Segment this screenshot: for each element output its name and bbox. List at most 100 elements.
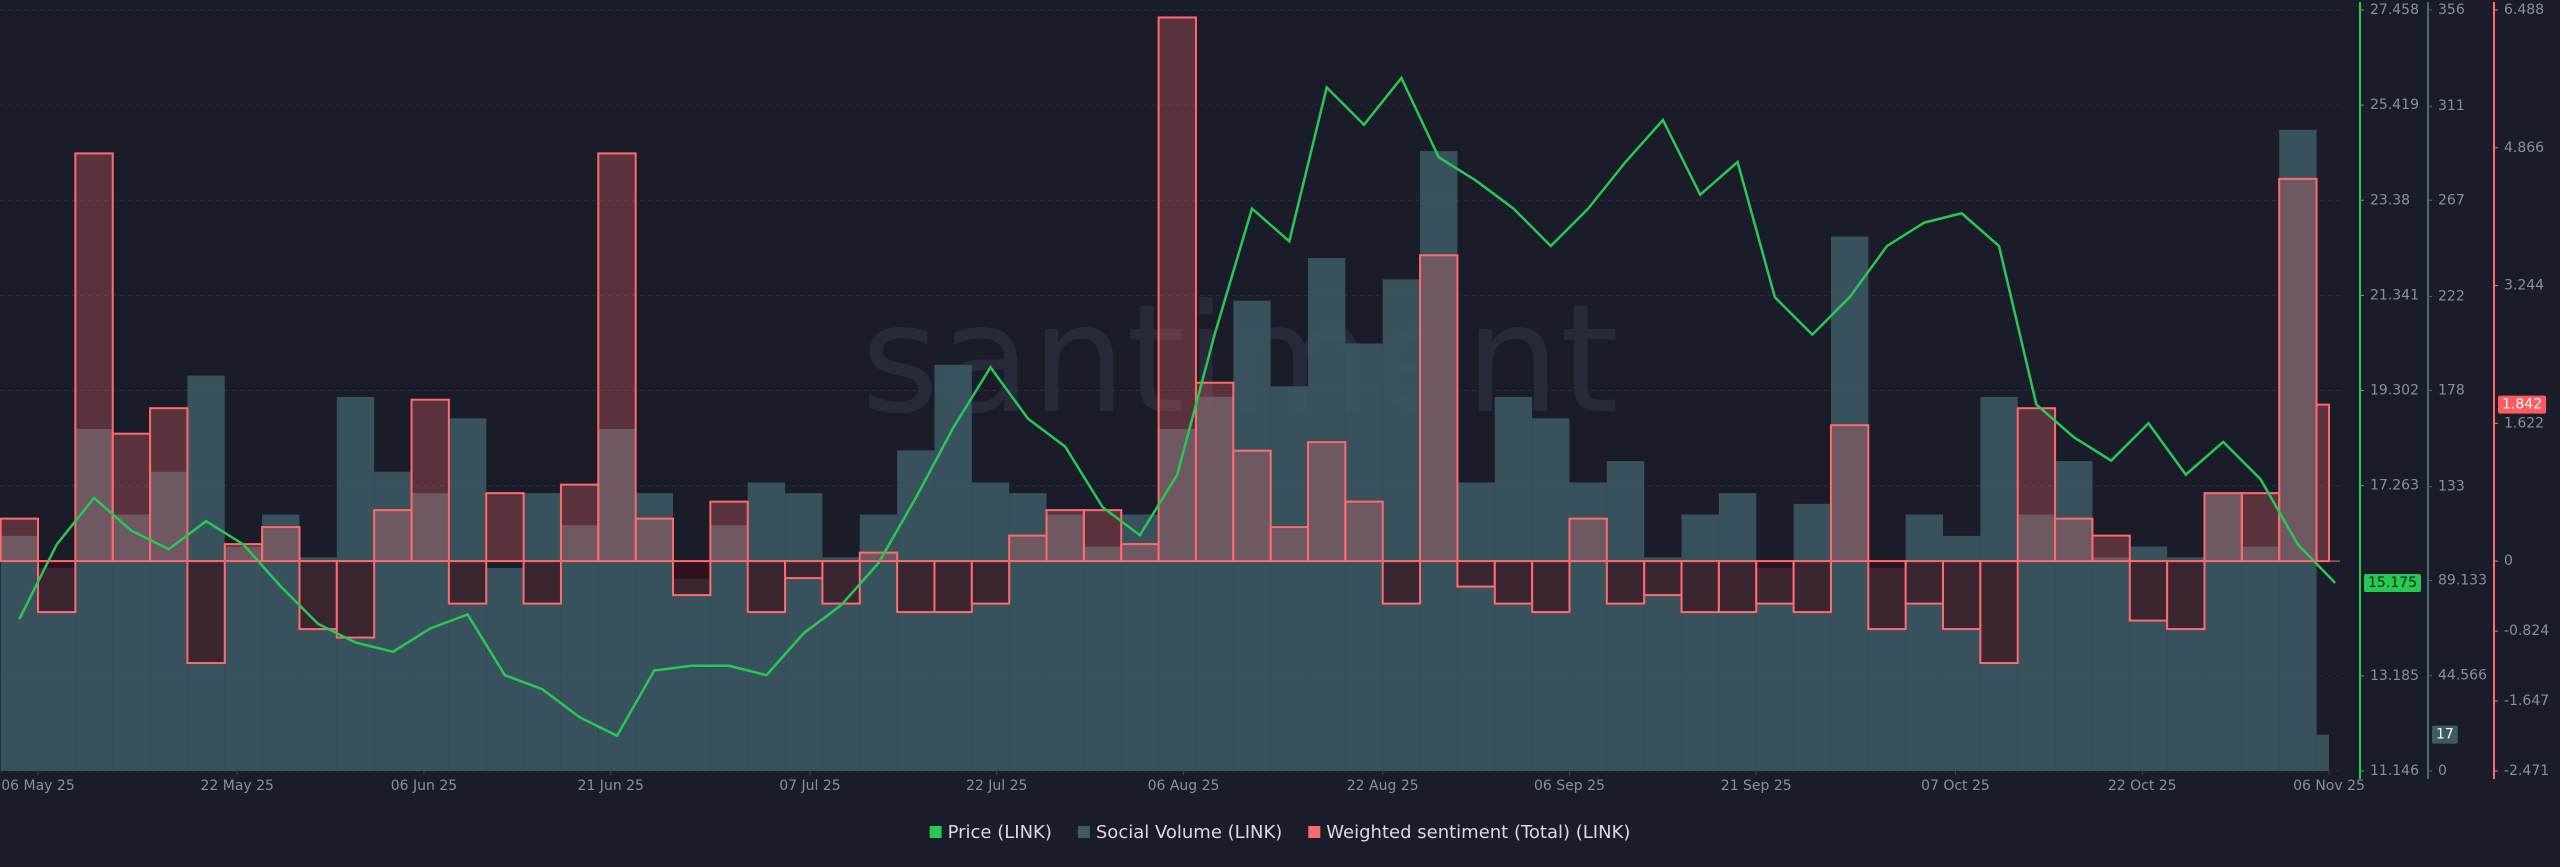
volume-bar xyxy=(971,482,1010,771)
sentiment-bar xyxy=(1419,254,1459,563)
volume-bar xyxy=(1681,514,1719,771)
x-tick-label: 07 Oct 25 xyxy=(1921,778,1990,794)
y-tick-label: 133 xyxy=(2438,479,2465,495)
y-tick-label: 19.302 xyxy=(2370,383,2419,399)
volume-bar xyxy=(1158,428,1196,771)
sentiment-bar xyxy=(447,560,488,605)
y-tick-label: 17.263 xyxy=(2370,478,2419,494)
badge-bg xyxy=(2432,725,2458,744)
volume-bar xyxy=(710,525,748,771)
sentiment-bar xyxy=(1344,500,1384,563)
sentiment-bar xyxy=(1979,560,2019,665)
volume-bar xyxy=(0,535,38,771)
volume-bar xyxy=(1606,461,1645,771)
sentiment-bar xyxy=(0,517,39,563)
volume-bar xyxy=(262,514,300,771)
x-tick-label: 06 May 25 xyxy=(1,778,74,794)
sentiment-bar xyxy=(2054,517,2094,563)
x-tick-label: 06 Jun 25 xyxy=(391,778,457,794)
volume-bar xyxy=(1083,546,1122,771)
sentiment-bar xyxy=(1867,560,1907,631)
legend-swatch xyxy=(929,826,942,838)
volume-bar xyxy=(859,514,898,771)
sentiment-bar xyxy=(2240,492,2281,563)
volume-bar xyxy=(2316,734,2329,771)
last-value-badge: 15.175 xyxy=(2364,574,2421,593)
volume-bar xyxy=(374,471,412,771)
last-value-badge: 1.842 xyxy=(2498,395,2547,414)
volume-bar xyxy=(747,482,786,771)
y-tick-label: 27.458 xyxy=(2370,2,2419,18)
volume-bar xyxy=(1308,257,1346,771)
x-tick-label: 22 May 25 xyxy=(200,778,273,794)
sentiment-bar xyxy=(896,560,936,614)
sentiment-bar xyxy=(335,560,376,639)
badge-bg xyxy=(2364,574,2421,593)
volume-bar xyxy=(75,428,113,771)
x-tick-label: 06 Aug 25 xyxy=(1148,778,1220,794)
sentiment-bar xyxy=(111,432,152,563)
volume-bar xyxy=(635,493,674,771)
sentiment-bar xyxy=(1232,449,1272,563)
sentiment-bar xyxy=(1008,534,1048,563)
volume-bar xyxy=(2204,493,2242,771)
sentiment-bar xyxy=(2166,560,2206,631)
volume-bar xyxy=(2055,461,2093,771)
y-tick-label: 3.244 xyxy=(2504,278,2544,294)
sentiment-bar xyxy=(2091,534,2131,563)
x-tick-label: 06 Nov 25 xyxy=(2293,778,2365,794)
y-tick-label: 1.622 xyxy=(2504,415,2544,431)
sentiment-bar xyxy=(709,500,749,563)
x-tick-label: 07 Jul 25 xyxy=(779,778,840,794)
sentiment-bar xyxy=(672,560,712,597)
legend-label: Weighted sentiment (Total) (LINK) xyxy=(1326,822,1630,843)
sentiment-bar xyxy=(1792,560,1832,614)
y-tick-label: 356 xyxy=(2438,2,2465,18)
sentiment-bar xyxy=(522,560,562,605)
y-tick-label: 6.488 xyxy=(2504,2,2544,18)
sentiment-bar xyxy=(1307,441,1347,563)
legend-swatch xyxy=(1077,826,1090,838)
x-tick-label: 22 Oct 25 xyxy=(2108,778,2177,794)
x-tick-label: 22 Jul 25 xyxy=(966,778,1027,794)
price-line xyxy=(18,75,2337,738)
volume-bar xyxy=(1718,493,1757,771)
sentiment-bar xyxy=(2278,177,2318,563)
last-value-label: 15.175 xyxy=(2368,575,2417,591)
y-tick-label: 0 xyxy=(2438,763,2447,779)
sentiment-bar xyxy=(1456,560,1496,588)
sentiment-bar xyxy=(597,152,637,563)
y-tick-label: 25.419 xyxy=(2370,97,2419,113)
last-value-label: 1.842 xyxy=(2502,397,2542,413)
volume-bar xyxy=(1121,514,1159,771)
legend: Price (LINK) Social Volume (LINK) Weighted… xyxy=(929,822,1630,843)
y-tick-label: 4.866 xyxy=(2504,140,2544,156)
volume-bar xyxy=(1195,396,1234,771)
y-tick-label: -0.824 xyxy=(2504,623,2549,639)
sentiment-bar xyxy=(1381,560,1422,605)
sentiment-bar xyxy=(2128,560,2169,622)
volume-bar xyxy=(1046,514,1084,771)
sentiment-bar xyxy=(1605,560,1646,605)
sentiment-bar xyxy=(1531,560,1571,614)
volume-bar xyxy=(1345,343,1383,771)
sentiment-bar xyxy=(746,560,787,614)
last-value-badge: 17 xyxy=(2432,725,2458,744)
sentiment-bar xyxy=(1643,560,1683,597)
sentiment-bar xyxy=(933,560,973,614)
legend-swatch xyxy=(1308,826,1321,838)
y-tick-label: -2.471 xyxy=(2504,763,2549,779)
sentiment-bar xyxy=(858,551,899,563)
y-tick-label: 44.566 xyxy=(2438,668,2487,684)
sentiment-bar xyxy=(1082,509,1123,563)
sentiment-bar xyxy=(1680,560,1720,614)
sentiment-bar xyxy=(2203,492,2243,563)
volume-bar xyxy=(1233,300,1271,771)
sentiment-bar xyxy=(1493,560,1534,605)
sentiment-bar xyxy=(784,560,824,580)
y-tick-label: 311 xyxy=(2438,98,2465,114)
sentiment-bar xyxy=(634,517,675,563)
sentiment-bar xyxy=(261,526,301,563)
legend-label: Social Volume (LINK) xyxy=(1096,822,1282,843)
